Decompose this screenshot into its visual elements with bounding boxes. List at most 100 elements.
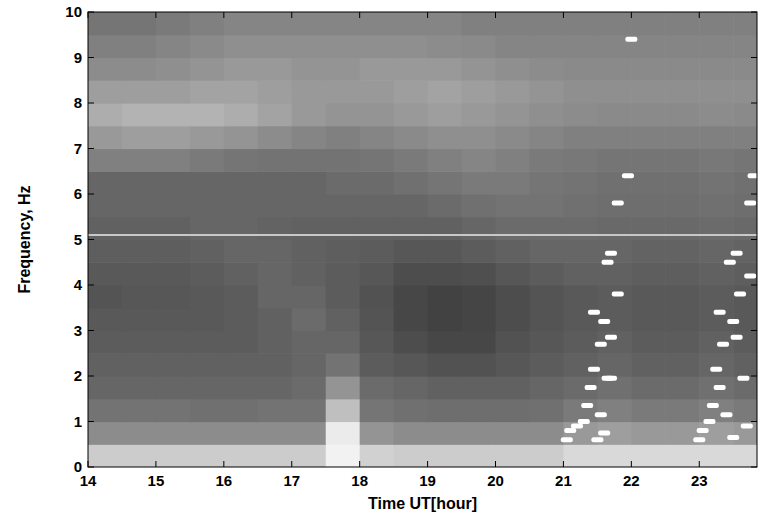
x-tick <box>88 461 89 467</box>
heatmap-cell <box>88 171 123 194</box>
heatmap-cell <box>326 80 361 103</box>
heatmap-cell <box>428 58 463 81</box>
point <box>727 319 739 324</box>
heatmap-cell <box>462 376 497 399</box>
heatmap-cell <box>258 444 293 467</box>
y-tick <box>88 467 94 468</box>
heatmap-cell <box>360 285 395 308</box>
heatmap-cell <box>733 194 757 217</box>
point <box>703 419 715 424</box>
heatmap-cell <box>699 103 734 126</box>
heatmap-cell <box>88 35 123 58</box>
heatmap-cell <box>258 353 293 376</box>
heatmap-cell <box>665 217 700 240</box>
heatmap-cell <box>665 194 700 217</box>
heatmap-cell <box>258 331 293 354</box>
x-tick-label: 21 <box>555 472 572 489</box>
heatmap-cell <box>428 80 463 103</box>
heatmap-cell <box>462 444 497 467</box>
heatmap-cell <box>699 149 734 172</box>
y-tick <box>751 194 757 195</box>
heatmap-cell <box>631 194 666 217</box>
heatmap-cell <box>394 126 429 149</box>
heatmap-cell <box>394 262 429 285</box>
y-tick <box>88 376 94 377</box>
heatmap-cell <box>292 262 327 285</box>
x-tick-label: 23 <box>691 472 708 489</box>
heatmap-cell <box>88 240 123 263</box>
heatmap-cell <box>326 308 361 331</box>
heatmap-cell <box>529 149 564 172</box>
heatmap-cell <box>631 12 666 35</box>
heatmap-cell <box>496 35 531 58</box>
x-tick-label: 20 <box>487 472 504 489</box>
heatmap-cell <box>699 217 734 240</box>
point <box>714 385 726 390</box>
heatmap-cell <box>190 331 225 354</box>
heatmap-cell <box>529 240 564 263</box>
heatmap-cell <box>665 35 700 58</box>
point <box>571 424 583 429</box>
heatmap-cell <box>462 12 497 35</box>
y-tick-label: 2 <box>74 367 82 384</box>
heatmap-cell <box>597 262 632 285</box>
heatmap-cell <box>631 58 666 81</box>
heatmap-cell <box>496 444 531 467</box>
point <box>564 428 576 433</box>
heatmap-cell <box>88 217 123 240</box>
heatmap-cell <box>326 422 361 445</box>
point <box>588 367 600 372</box>
heatmap-cell <box>496 285 531 308</box>
heatmap-cell <box>360 194 395 217</box>
heatmap-cell <box>733 126 757 149</box>
x-tick-label: 18 <box>351 472 368 489</box>
point <box>612 201 624 206</box>
heatmap-cell <box>733 444 757 467</box>
heatmap-cell <box>224 331 259 354</box>
point <box>625 37 637 42</box>
heatmap-cell <box>529 35 564 58</box>
horizontal-line <box>88 234 757 236</box>
heatmap-cell <box>88 376 123 399</box>
heatmap-cell <box>156 444 191 467</box>
heatmap-cell <box>292 80 327 103</box>
heatmap-cell <box>156 58 191 81</box>
heatmap-cell <box>394 444 429 467</box>
heatmap-cell <box>563 35 598 58</box>
heatmap-cell <box>428 308 463 331</box>
heatmap-cell <box>462 126 497 149</box>
heatmap-cell <box>496 422 531 445</box>
heatmap-cell <box>88 422 123 445</box>
heatmap-cell <box>326 331 361 354</box>
heatmap-cell <box>394 171 429 194</box>
heatmap-cell <box>597 149 632 172</box>
heatmap-cell <box>733 353 757 376</box>
heatmap-cell <box>665 399 700 422</box>
heatmap-cell <box>326 126 361 149</box>
x-tick <box>223 12 224 18</box>
heatmap-cell <box>326 399 361 422</box>
heatmap-cell <box>462 103 497 126</box>
heatmap-cell <box>665 240 700 263</box>
heatmap-cell <box>122 103 157 126</box>
heatmap-cell <box>88 58 123 81</box>
heatmap-cell <box>292 171 327 194</box>
x-tick-label: 22 <box>623 472 640 489</box>
heatmap-cell <box>428 262 463 285</box>
heatmap-cell <box>496 353 531 376</box>
y-tick-label: 1 <box>74 413 82 430</box>
x-tick <box>291 12 292 18</box>
heatmap-cell <box>190 444 225 467</box>
y-tick-label: 0 <box>74 458 82 475</box>
heatmap-cell <box>122 262 157 285</box>
x-tick <box>495 12 496 18</box>
heatmap-cell <box>563 262 598 285</box>
heatmap-cell <box>88 80 123 103</box>
heatmap-cell <box>292 422 327 445</box>
heatmap-cell <box>699 444 734 467</box>
x-tick <box>223 461 224 467</box>
heatmap-cell <box>224 376 259 399</box>
point <box>697 428 709 433</box>
heatmap-cell <box>563 149 598 172</box>
y-tick <box>751 103 757 104</box>
